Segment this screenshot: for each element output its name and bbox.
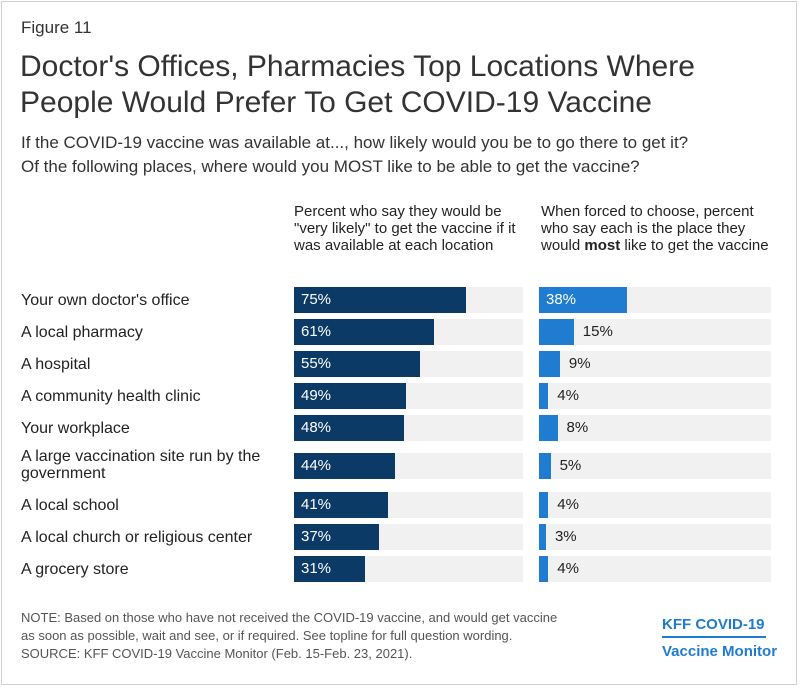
category-label: A grocery store [21,561,129,578]
series-2-value-label: 4% [557,560,579,577]
series-1-value-label: 44% [301,457,332,474]
series-1-bar [294,492,388,518]
series-1-value-label: 75% [301,291,332,308]
note-line-1: NOTE: Based on those who have not receiv… [21,610,558,625]
series-2-value-label: 3% [554,528,577,545]
series-1-track: 44% [294,453,523,479]
series-1-value-label: 37% [301,528,332,545]
series-2-track: 15% [539,319,771,345]
series-1-header: Percent who say they would be "very like… [294,203,516,254]
category-label: A local pharmacy [21,324,143,341]
series-2-value-label: 9% [568,355,591,372]
series-2-track: 38% [539,287,771,313]
series-2-value-label: 4% [557,387,579,404]
figure-label: Figure 11 [21,18,92,37]
series-2-track: 3% [539,524,771,550]
series-2-track: 9% [539,351,771,377]
series-1-bar [294,287,466,313]
footnote: NOTE: Based on those who have not receiv… [21,609,641,663]
series-2-value-label: 4% [557,496,579,513]
series-1-track: 31% [294,556,523,582]
series-1-track: 37% [294,524,523,550]
series-2-value-label: 5% [559,457,582,474]
series-1-value-label: 61% [301,323,332,340]
series-1-bar [294,556,365,582]
series-2-bar [539,319,574,345]
series-1-value-label: 41% [301,496,332,513]
series-2-bar [539,415,558,441]
series-1-value-label: 31% [301,560,332,577]
chart-subtitle: If the COVID-19 vaccine was available at… [21,131,791,179]
kff-logo: KFF COVID-19 Vaccine Monitor [662,614,782,662]
series-1-track: 48% [294,415,523,441]
series-2-header-emph: most [584,237,621,254]
series-2-value-label: 8% [566,419,589,436]
category-label: A community health clinic [21,388,201,405]
series-2-bar [539,383,549,409]
logo-line-1: KFF COVID-19 [662,614,766,638]
series-1-track: 41% [294,492,523,518]
series-1-bar [294,453,395,479]
series-1-value-label: 55% [301,355,332,372]
series-1-bar [294,415,404,441]
series-1-bar [294,319,434,345]
series-2-value-label: 15% [582,323,613,340]
series-2-value-label: 38% [546,291,577,308]
series-2-track: 8% [539,415,771,441]
category-label: A local school [21,497,119,514]
series-2-track: 4% [539,556,771,582]
series-1-track: 49% [294,383,523,409]
series-2-track: 4% [539,492,771,518]
series-2-bar [539,556,549,582]
series-2-bar [539,492,549,518]
series-1-track: 61% [294,319,523,345]
series-2-header-b: like to get the vaccine [620,237,769,254]
series-2-bar [539,287,628,313]
chart-title: Doctor's Offices, Pharmacies Top Locatio… [20,50,695,119]
series-2-bar [539,524,546,550]
subtitle-line-2: Of the following places, where would you… [21,157,640,176]
source-line: SOURCE: KFF COVID-19 Vaccine Monitor (Fe… [21,646,413,661]
series-1-value-label: 49% [301,387,332,404]
logo-line-2: Vaccine Monitor [662,643,778,660]
series-2-track: 5% [539,453,771,479]
series-2-bar [539,351,560,377]
series-2-track: 4% [539,383,771,409]
series-1-track: 75% [294,287,523,313]
category-label: Your workplace [21,420,130,437]
series-2-header-a: When forced to choose, percent who say e… [541,203,754,254]
series-1-bar [294,351,420,377]
category-label: A local church or religious center [21,529,253,546]
series-1-track: 55% [294,351,523,377]
series-2-header: When forced to choose, percent who say e… [541,203,771,254]
category-label: Your own doctor's office [21,292,190,309]
subtitle-line-1: If the COVID-19 vaccine was available at… [21,133,689,152]
series-1-bar [294,524,379,550]
series-2-bar [539,453,551,479]
series-1-value-label: 48% [301,419,332,436]
category-label: A hospital [21,356,91,373]
series-1-bar [294,383,407,409]
category-label: A large vaccination site run by the gove… [21,448,261,482]
note-line-2: as soon as possible, wait and see, or if… [21,628,513,643]
